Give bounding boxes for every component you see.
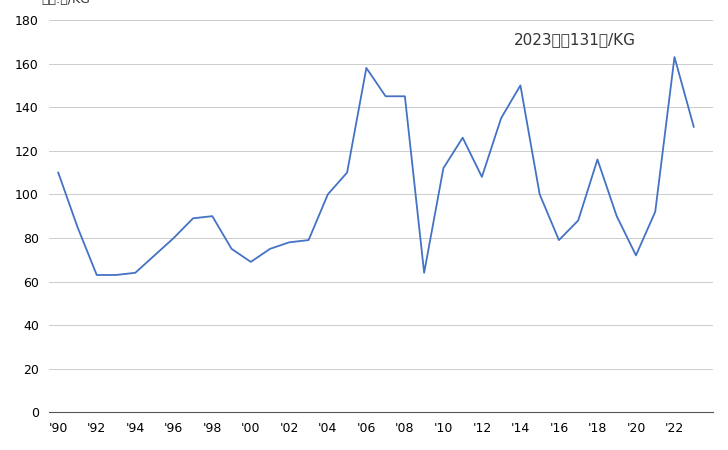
Text: 2023年：131円/KG: 2023年：131円/KG xyxy=(514,32,636,47)
Text: 単位:円/KG: 単位:円/KG xyxy=(41,0,90,6)
